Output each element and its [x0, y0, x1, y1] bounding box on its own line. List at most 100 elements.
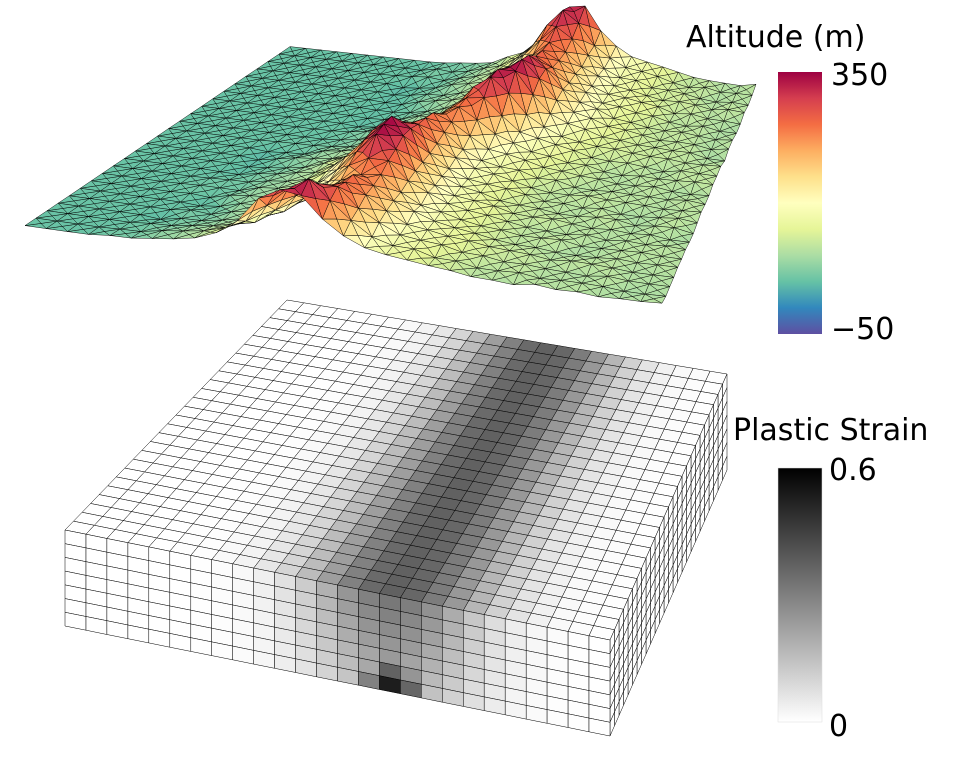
surface-mesh-facet [262, 70, 277, 79]
surface-mesh-facet [436, 132, 451, 146]
surface-mesh-facet [219, 163, 235, 172]
surface-mesh-facet [465, 86, 479, 99]
surface-mesh-facet [373, 56, 387, 65]
surface-mesh-facet [543, 156, 556, 168]
surface-mesh-facet [562, 6, 575, 12]
surface-mesh-facet [197, 115, 213, 124]
surface-mesh-facet [315, 103, 330, 112]
surface-mesh-facet [698, 164, 711, 174]
surface-mesh-facet [481, 148, 495, 161]
surface-mesh-facet [549, 26, 561, 43]
surface-mesh-facet [281, 99, 296, 108]
surface-mesh-facet [380, 160, 395, 178]
surface-mesh-facet [672, 71, 684, 84]
surface-mesh-facet [317, 170, 332, 183]
surface-mesh-facet [285, 143, 301, 153]
surface-mesh-facet [440, 203, 455, 213]
surface-mesh-facet [415, 161, 430, 174]
surface-mesh-facet [259, 132, 274, 141]
surface-mesh-facet [641, 95, 653, 103]
surface-mesh-facet [388, 148, 403, 166]
surface-mesh-facet [143, 153, 159, 162]
surface-mesh-facet [603, 57, 616, 69]
surface-mesh-facet [715, 92, 727, 103]
surface-mesh-facet [230, 137, 246, 146]
surface-mesh-facet [130, 178, 147, 187]
surface-mesh-facet [669, 227, 682, 241]
surface-mesh-facet [132, 160, 148, 169]
surface-mesh-facet [349, 126, 364, 133]
surface-mesh-facet [452, 62, 465, 73]
surface-mesh-facet [121, 168, 138, 177]
surface-mesh-facet [649, 147, 662, 157]
surface-mesh-facet [301, 83, 316, 93]
surface-mesh-facet [695, 98, 707, 106]
surface-mesh-facet [295, 136, 310, 144]
surface-mesh-facet [579, 92, 592, 103]
surface-mesh-facet [368, 133, 383, 159]
surface-mesh-facet [537, 167, 551, 179]
surface-mesh-facet [591, 217, 605, 229]
surface-mesh-facet [410, 101, 424, 113]
surface-mesh-facet [272, 63, 287, 72]
surface-mesh-facet [420, 192, 435, 206]
surface-mesh-facet [284, 81, 299, 91]
surface-mesh-facet [291, 91, 306, 100]
surface-mesh-facet [451, 77, 465, 85]
surface-mesh-facet [383, 115, 398, 127]
surface-mesh-facet [240, 129, 256, 139]
surface-mesh-facet [407, 170, 422, 183]
surface-mesh-facet [662, 158, 675, 173]
surface-mesh-facet [620, 202, 634, 215]
surface-mesh-facet [393, 104, 407, 113]
surface-mesh-facet [500, 221, 515, 231]
surface-mesh-facet [443, 99, 457, 109]
surface-mesh-facet [473, 192, 488, 201]
surface-mesh-facet [321, 68, 336, 77]
surface-mesh-facet [667, 82, 679, 91]
surface-mesh-facet [79, 180, 96, 189]
surface-mesh-facet [311, 76, 326, 85]
surface-mesh-facet [418, 94, 432, 103]
surface-mesh-facet [606, 229, 619, 241]
surface-mesh-facet [219, 179, 235, 189]
surface-mesh-facet [314, 120, 329, 130]
surface-mesh-facet [676, 131, 689, 143]
surface-mesh-facet [521, 55, 535, 66]
surface-mesh-facet [180, 193, 196, 203]
surface-mesh-facet [582, 195, 596, 209]
surface-mesh-facet [190, 168, 206, 177]
surface-mesh-facet [400, 180, 415, 193]
surface-mesh-facet [593, 178, 606, 191]
surface-mesh-facet [579, 129, 592, 143]
surface-mesh-facet [480, 214, 495, 227]
surface-mesh-facet [331, 123, 346, 132]
surface-mesh-facet [376, 102, 390, 111]
surface-mesh-facet [531, 138, 544, 153]
surface-mesh-facet [350, 107, 364, 116]
altitude-min-label: −50 [831, 312, 895, 347]
surface-mesh-facet [287, 172, 302, 182]
surface-mesh-facet [110, 175, 127, 184]
surface-mesh-facet [267, 53, 282, 62]
surface-mesh-facet [664, 121, 676, 132]
surface-mesh-facet [520, 227, 535, 236]
surface-mesh-facet [360, 157, 375, 176]
surface-mesh-facet [531, 177, 545, 188]
surface-mesh-facet [515, 49, 528, 59]
surface-mesh-facet [586, 228, 600, 236]
surface-mesh-facet [348, 151, 363, 166]
surface-mesh-facet [665, 239, 678, 247]
surface-mesh-facet [393, 87, 408, 96]
surface-mesh-facet [609, 45, 622, 59]
topography-surface-mesh [24, 5, 757, 304]
surface-mesh-facet [295, 153, 310, 159]
surface-mesh-facet [546, 218, 560, 232]
surface-mesh-facet [429, 143, 444, 157]
surface-mesh-facet [340, 115, 355, 124]
surface-mesh-facet [229, 190, 245, 196]
surface-mesh-facet [100, 183, 116, 192]
surface-mesh-facet [736, 85, 747, 94]
surface-mesh-facet [538, 201, 552, 209]
surface-mesh-facet [488, 133, 502, 150]
